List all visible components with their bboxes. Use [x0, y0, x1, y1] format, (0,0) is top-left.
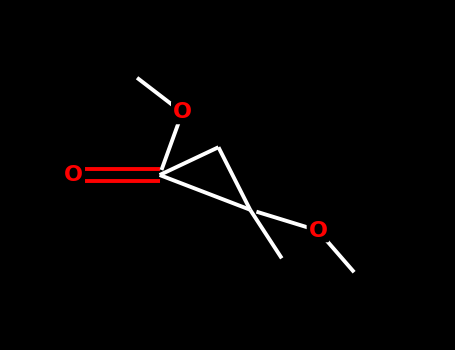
Text: O: O	[64, 165, 83, 185]
Text: O: O	[173, 103, 192, 122]
Text: O: O	[308, 220, 328, 240]
